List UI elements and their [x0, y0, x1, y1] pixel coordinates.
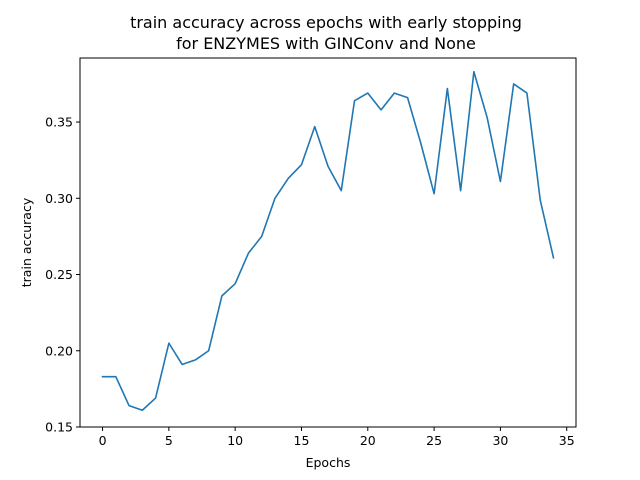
series-line-0	[101, 70, 555, 412]
plot-area	[101, 70, 555, 412]
chart-title-line-2: for ENZYMES with GINConv and None	[176, 34, 476, 53]
x-axis: 0 5 10 15 20 25 30 35	[99, 427, 575, 448]
y-axis-label: train accuracy	[19, 197, 34, 287]
x-tick-label: 25	[426, 433, 442, 448]
y-tick-label: 0.30	[45, 191, 73, 206]
x-tick-label: 0	[99, 433, 107, 448]
x-axis-label: Epochs	[306, 455, 351, 470]
y-tick-label: 0.20	[45, 343, 73, 358]
x-tick-label: 20	[360, 433, 376, 448]
y-tick-label: 0.25	[45, 267, 73, 282]
x-tick-label: 30	[492, 433, 508, 448]
y-tick-label: 0.35	[45, 115, 73, 130]
x-tick-label: 10	[227, 433, 243, 448]
axes-frame	[79, 57, 577, 428]
x-tick-label: 5	[165, 433, 173, 448]
y-axis: 0.15 0.20 0.25 0.30 0.35	[45, 115, 80, 435]
x-tick-label: 15	[294, 433, 310, 448]
x-tick-label: 35	[559, 433, 575, 448]
chart-title-line-1: train accuracy across epochs with early …	[130, 13, 522, 32]
y-tick-label: 0.15	[45, 420, 73, 435]
